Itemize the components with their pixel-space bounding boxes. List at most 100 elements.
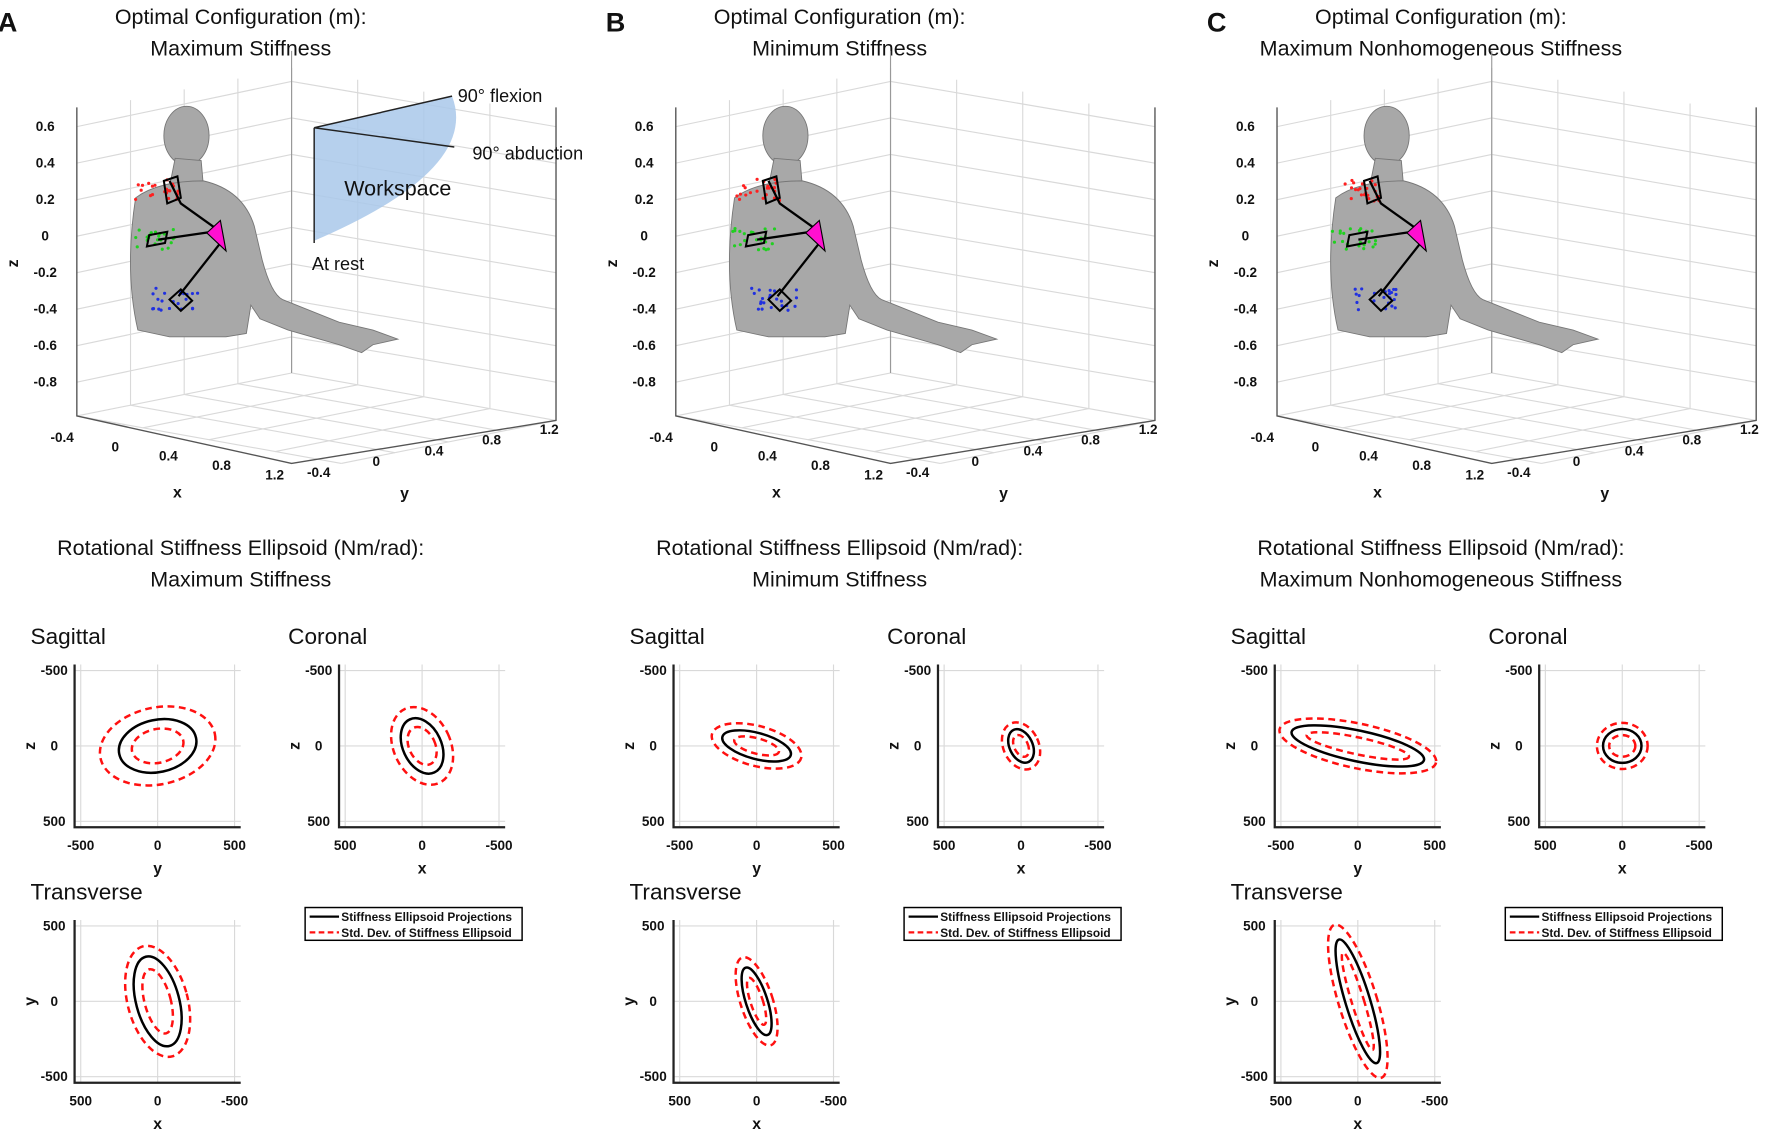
plot-title: Sagittal <box>31 624 106 649</box>
top-title-line2: Maximum Nonhomogeneous Stiffness <box>1260 36 1622 60</box>
marker-dot <box>1370 229 1374 233</box>
y-tick-label: 0.8 <box>1682 433 1701 448</box>
panel-letter: A <box>0 7 17 38</box>
std-dev-outer-ellipse <box>734 955 779 1047</box>
x-axis-label: x <box>1618 861 1627 878</box>
std-dev-inner-ellipse <box>406 725 438 767</box>
marker-dot <box>786 308 790 312</box>
marker-dot <box>759 300 763 304</box>
marker-dot <box>1371 245 1375 249</box>
grid-line <box>836 383 1102 432</box>
marker-clusters <box>134 175 227 313</box>
plot-coronal: Coronal 500 0 -500 -500 0 500 x z <box>1487 624 1713 877</box>
marker-dot <box>168 189 172 193</box>
y-tick-label: -500 <box>904 663 931 678</box>
z-tick-label: 0.6 <box>1236 119 1255 134</box>
abduction-label: 90° abduction <box>472 143 583 163</box>
x-tick-label: 500 <box>334 838 357 853</box>
marker-dot <box>150 184 155 188</box>
z-tick-label: -0.2 <box>34 265 57 280</box>
y-axis-label: y <box>400 485 409 502</box>
legend-dashed-label: Std. Dev. of Stiffness Ellipsoid <box>940 926 1110 940</box>
marker-dot <box>1390 304 1394 308</box>
marker-dot <box>732 244 737 248</box>
y-tick-label: 500 <box>1243 919 1266 934</box>
legend: Stiffness Ellipsoid Projections Std. Dev.… <box>1504 906 1724 942</box>
legend-box <box>903 906 1122 942</box>
z-tick-label: 0.2 <box>635 192 654 207</box>
axis-lines <box>936 664 1105 829</box>
marker-dot <box>1362 247 1366 251</box>
x-tick-label: -0.4 <box>1251 430 1275 445</box>
plot-title: Sagittal <box>1231 624 1306 649</box>
x-axis-label: y <box>752 861 761 878</box>
x-tick-label: 1.2 <box>265 467 284 482</box>
x-tick-label: -0.4 <box>649 430 673 445</box>
grid-line <box>890 372 1156 422</box>
axis-lines <box>1273 919 1441 1084</box>
marker-dot <box>1349 186 1354 190</box>
marker-dot <box>1373 242 1377 246</box>
x-tick-label: 0 <box>418 838 426 853</box>
marker-dot <box>1354 188 1358 192</box>
marker-dot <box>762 247 766 251</box>
axis-box <box>76 107 557 465</box>
marker-dot <box>1344 247 1348 251</box>
bottom-title-line1: Rotational Stiffness Ellipsoid (Nm/rad): <box>656 536 1023 560</box>
marker-dot <box>1342 231 1346 235</box>
y-axis-label: z <box>22 742 39 750</box>
stiffness-ellipse <box>117 717 198 775</box>
marker-dot <box>1360 182 1364 186</box>
x-tick-label: -500 <box>485 838 512 853</box>
marker-dot <box>733 226 737 231</box>
marker-dot <box>140 183 145 187</box>
plot-title: Transverse <box>1231 880 1343 905</box>
marker-dot <box>139 188 143 192</box>
marker-dot <box>769 305 773 310</box>
plot-coronal: Coronal 500 0 -500 -500 0 500 x z <box>885 624 1111 877</box>
marker-dot <box>150 193 155 197</box>
marker-dot <box>135 245 139 249</box>
x-tick-label: 0.8 <box>1412 458 1431 473</box>
marker-dot <box>1354 292 1358 296</box>
plot-title: Transverse <box>31 880 143 905</box>
plot-title: Transverse <box>629 880 741 905</box>
y-tick-label: -500 <box>1505 663 1532 678</box>
x-tick-label: 0 <box>753 1093 761 1108</box>
marker-dot <box>1382 295 1386 300</box>
axis-lines <box>1538 664 1706 829</box>
marker-dot <box>749 230 753 234</box>
z-tick-label: -0.2 <box>632 265 655 280</box>
std-dev-outer-ellipse <box>710 721 803 770</box>
plot-title: Sagittal <box>629 624 704 649</box>
y-tick-label: 0 <box>1515 738 1523 753</box>
y-axis-label: z <box>286 742 303 750</box>
marker-dot <box>743 239 747 243</box>
plot-title: Coronal <box>288 624 367 649</box>
panel-a: A Optimal Configuration (m): Maximum Stiff… <box>0 5 583 1133</box>
std-dev-outer-ellipse <box>1000 721 1042 771</box>
bottom-title-line2: Minimum Stiffness <box>752 568 927 592</box>
head <box>163 105 210 166</box>
x-tick-label: 0.8 <box>811 458 830 473</box>
z-tick-label: -0.4 <box>1234 302 1258 317</box>
marker-dot <box>770 242 774 246</box>
z-tick-label: 0.4 <box>36 156 55 171</box>
stiffness-ellipse <box>721 729 793 763</box>
grid-line <box>874 408 1089 453</box>
marker-dot <box>744 193 748 197</box>
std-dev-inner-ellipse <box>1340 951 1376 1052</box>
axis-lines <box>73 919 241 1084</box>
marker-dot <box>1360 287 1364 291</box>
axis-lines <box>672 664 840 829</box>
bottom-title-line2: Maximum Nonhomogeneous Stiffness <box>1260 568 1622 592</box>
x-tick-label: 0 <box>154 838 162 853</box>
y-tick-label: 0 <box>1251 738 1259 753</box>
x-tick-label: -500 <box>1267 838 1294 853</box>
marker-dot <box>761 196 765 200</box>
marker-dot <box>772 227 777 231</box>
z-tick-label: 0 <box>640 229 648 244</box>
marker-dot <box>1389 290 1394 295</box>
legend-solid-label: Stiffness Ellipsoid Projections <box>940 910 1111 924</box>
x-tick-label: 0 <box>1354 838 1362 853</box>
